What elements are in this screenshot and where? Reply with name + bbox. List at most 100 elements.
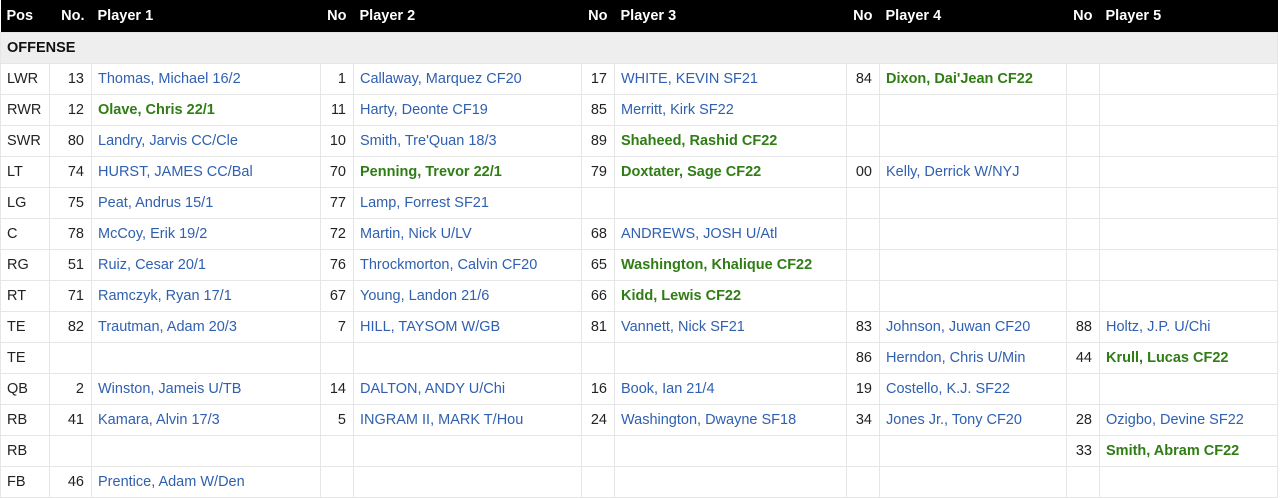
jersey-number-cell: 2: [49, 373, 92, 405]
player-cell: Doxtater, Sage CF22: [614, 156, 847, 188]
player-link[interactable]: Vannett, Nick SF21: [621, 319, 745, 335]
player-link[interactable]: Holtz, J.P. U/Chi: [1106, 319, 1211, 335]
player-link[interactable]: WHITE, KEVIN SF21: [621, 71, 758, 87]
jersey-number-cell: 77: [320, 187, 354, 219]
player-link[interactable]: DALTON, ANDY U/Chi: [360, 381, 506, 397]
table-header: Pos No. Player 1 No Player 2 No Player 3…: [0, 0, 1278, 33]
player-cell: [614, 342, 847, 374]
player-link[interactable]: Smith, Tre'Quan 18/3: [360, 133, 497, 149]
jersey-number-cell: 24: [581, 404, 615, 436]
player-cell: [879, 218, 1067, 250]
player-cell: DALTON, ANDY U/Chi: [353, 373, 582, 405]
player-link[interactable]: Prentice, Adam W/Den: [98, 474, 245, 490]
position-cell: TE: [0, 311, 50, 343]
player-cell: [353, 342, 582, 374]
player-link[interactable]: Book, Ian 21/4: [621, 381, 715, 397]
table-row: C 78 McCoy, Erik 19/2 72 Martin, Nick U/LV 68…: [0, 218, 1278, 250]
table-row: RG 51 Ruiz, Cesar 20/1 76 Throckmorton, Calv…: [0, 249, 1278, 281]
position-cell: QB: [0, 373, 50, 405]
player-link[interactable]: INGRAM II, MARK T/Hou: [360, 412, 524, 428]
jersey-number-cell: [846, 466, 880, 498]
player-link[interactable]: Krull, Lucas CF22: [1106, 350, 1229, 366]
player-link[interactable]: Kidd, Lewis CF22: [621, 288, 742, 304]
player-cell: [614, 435, 847, 467]
player-cell: McCoy, Erik 19/2: [91, 218, 321, 250]
jersey-number-cell: 46: [49, 466, 92, 498]
player-link[interactable]: Smith, Abram CF22: [1106, 443, 1240, 459]
header-player-5: Player 5: [1099, 0, 1278, 33]
jersey-number-cell: 82: [49, 311, 92, 343]
jersey-number-cell: 11: [320, 94, 354, 126]
jersey-number-cell: 79: [581, 156, 615, 188]
player-link[interactable]: Herndon, Chris U/Min: [886, 350, 1026, 366]
jersey-number-cell: 34: [846, 404, 880, 436]
player-link[interactable]: Olave, Chris 22/1: [98, 102, 215, 118]
player-link[interactable]: ANDREWS, JOSH U/Atl: [621, 226, 778, 242]
player-link[interactable]: Shaheed, Rashid CF22: [621, 133, 778, 149]
section-row-offense: OFFENSE: [0, 32, 1278, 64]
table-row: TE 86 Herndon, Chris U/Min 44 Krull, Lucas C…: [0, 342, 1278, 374]
jersey-number-cell: [49, 435, 92, 467]
player-cell: Ramczyk, Ryan 17/1: [91, 280, 321, 312]
player-link[interactable]: Dixon, Dai'Jean CF22: [886, 71, 1033, 87]
jersey-number-cell: 75: [49, 187, 92, 219]
player-link[interactable]: Throckmorton, Calvin CF20: [360, 257, 538, 273]
player-link[interactable]: Thomas, Michael 16/2: [98, 71, 241, 87]
jersey-number-cell: 78: [49, 218, 92, 250]
header-pos: Pos: [0, 0, 50, 33]
player-link[interactable]: Winston, Jameis U/TB: [98, 381, 242, 397]
player-link[interactable]: Costello, K.J. SF22: [886, 381, 1011, 397]
player-link[interactable]: Ruiz, Cesar 20/1: [98, 257, 206, 273]
player-link[interactable]: Young, Landon 21/6: [360, 288, 490, 304]
jersey-number-cell: 12: [49, 94, 92, 126]
player-link[interactable]: Jones Jr., Tony CF20: [886, 412, 1022, 428]
player-link[interactable]: Washington, Dwayne SF18: [621, 412, 797, 428]
player-link[interactable]: Washington, Khalique CF22: [621, 257, 813, 273]
player-cell: Smith, Abram CF22: [1099, 435, 1278, 467]
player-cell: ANDREWS, JOSH U/Atl: [614, 218, 847, 250]
position-cell: FB: [0, 466, 50, 498]
position-cell: RB: [0, 435, 50, 467]
jersey-number-cell: 10: [320, 125, 354, 157]
player-cell: Landry, Jarvis CC/Cle: [91, 125, 321, 157]
player-link[interactable]: Johnson, Juwan CF20: [886, 319, 1031, 335]
jersey-number-cell: [1066, 187, 1100, 219]
player-cell: Penning, Trevor 22/1: [353, 156, 582, 188]
jersey-number-cell: 70: [320, 156, 354, 188]
jersey-number-cell: [846, 94, 880, 126]
player-link[interactable]: Landry, Jarvis CC/Cle: [98, 133, 238, 149]
player-link[interactable]: HILL, TAYSOM W/GB: [360, 319, 501, 335]
player-cell: [1099, 94, 1278, 126]
player-link[interactable]: Harty, Deonte CF19: [360, 102, 488, 118]
player-link[interactable]: Peat, Andrus 15/1: [98, 195, 214, 211]
player-cell: [1099, 280, 1278, 312]
jersey-number-cell: [581, 435, 615, 467]
player-link[interactable]: Callaway, Marquez CF20: [360, 71, 522, 87]
player-cell: Callaway, Marquez CF20: [353, 63, 582, 95]
player-link[interactable]: Kamara, Alvin 17/3: [98, 412, 220, 428]
player-cell: [1099, 373, 1278, 405]
player-link[interactable]: Ozigbo, Devine SF22: [1106, 412, 1244, 428]
player-cell: Winston, Jameis U/TB: [91, 373, 321, 405]
player-cell: Harty, Deonte CF19: [353, 94, 582, 126]
player-cell: Throckmorton, Calvin CF20: [353, 249, 582, 281]
jersey-number-cell: [1066, 280, 1100, 312]
player-link[interactable]: Ramczyk, Ryan 17/1: [98, 288, 232, 304]
player-link[interactable]: McCoy, Erik 19/2: [98, 226, 208, 242]
player-link[interactable]: HURST, JAMES CC/Bal: [98, 164, 253, 180]
jersey-number-cell: 67: [320, 280, 354, 312]
jersey-number-cell: [1066, 125, 1100, 157]
player-link[interactable]: Merritt, Kirk SF22: [621, 102, 734, 118]
player-cell: Costello, K.J. SF22: [879, 373, 1067, 405]
player-link[interactable]: Kelly, Derrick W/NYJ: [886, 164, 1020, 180]
player-cell: Trautman, Adam 20/3: [91, 311, 321, 343]
player-link[interactable]: Lamp, Forrest SF21: [360, 195, 489, 211]
player-link[interactable]: Penning, Trevor 22/1: [360, 164, 502, 180]
player-link[interactable]: Trautman, Adam 20/3: [98, 319, 237, 335]
jersey-number-cell: 5: [320, 404, 354, 436]
player-link[interactable]: Martin, Nick U/LV: [360, 226, 472, 242]
header-player-1: Player 1: [91, 0, 321, 33]
player-link[interactable]: Doxtater, Sage CF22: [621, 164, 762, 180]
header-player-4: Player 4: [879, 0, 1067, 33]
player-cell: Vannett, Nick SF21: [614, 311, 847, 343]
